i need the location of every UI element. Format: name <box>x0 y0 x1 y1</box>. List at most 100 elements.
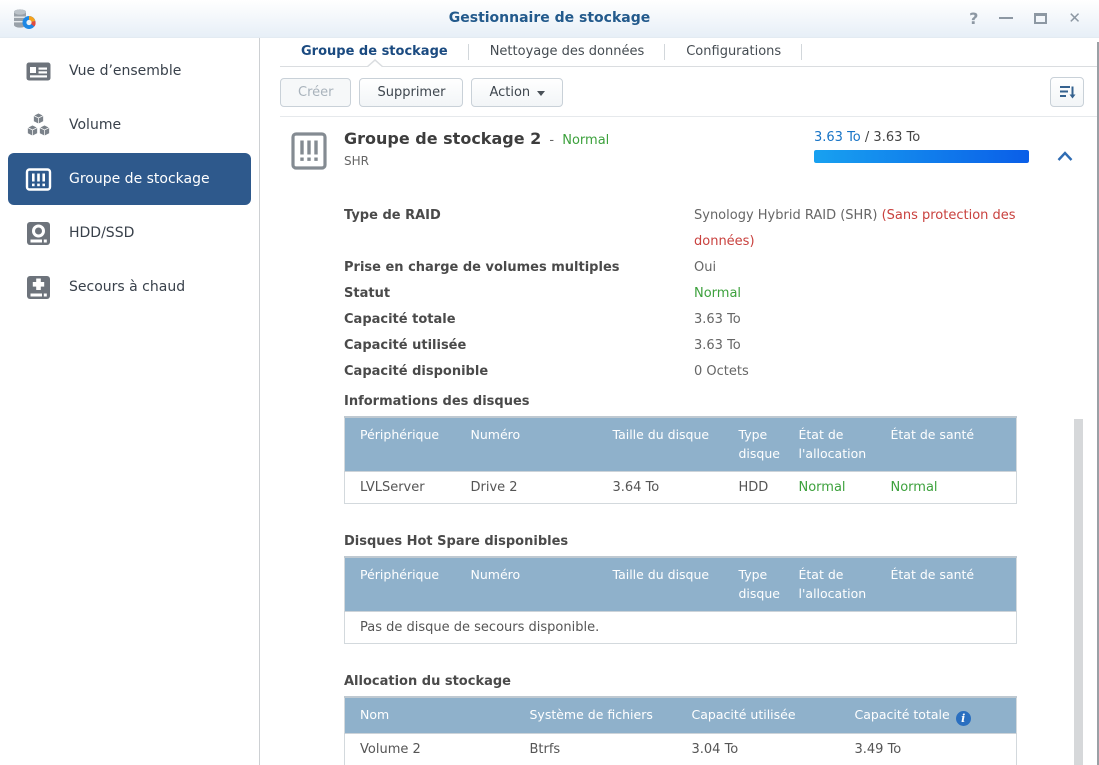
storage-pool-icon <box>25 166 52 193</box>
col-health-status: État de santé <box>882 556 1017 611</box>
detail-label: Statut <box>344 286 391 301</box>
window-right-border <box>1097 42 1099 765</box>
usage-bar <box>814 150 1029 163</box>
storage-pool-large-icon <box>291 131 327 171</box>
col-disk-size: Taille du disque <box>604 556 731 611</box>
usage-bar-fill <box>814 150 1029 163</box>
tab-configurations[interactable]: Configurations <box>665 38 803 66</box>
volume-icon <box>25 112 52 139</box>
table-header-row: Périphérique Numéro Taille du disque Typ… <box>344 556 1017 611</box>
tab-data-scrubbing[interactable]: Nettoyage des données <box>469 38 666 66</box>
sort-button[interactable] <box>1050 77 1084 107</box>
sidebar: Vue d’ensemble <box>0 38 260 765</box>
hot-spare-icon <box>25 274 52 301</box>
usage-separator: / <box>860 130 874 145</box>
pool-title: Groupe de stockage 2 <box>344 129 542 148</box>
info-icon[interactable]: i <box>955 710 971 726</box>
pool-details: Type de RAID Synology Hybrid RAID (SHR) … <box>344 203 1099 385</box>
col-disk-type: Type disque <box>730 417 791 472</box>
tab-bar: Groupe de stockage Nettoyage des données… <box>280 38 1099 68</box>
col-disk-type: Type disque <box>730 556 791 611</box>
cell-filesystem: Btrfs <box>521 732 684 765</box>
detail-row: Statut Normal <box>344 281 1099 307</box>
action-button-label: Action <box>489 85 531 100</box>
vertical-scrollbar[interactable] <box>1074 419 1083 765</box>
col-used-capacity: Capacité utilisée <box>683 696 847 733</box>
detail-value: Synology Hybrid RAID (SHR) (Sans protect… <box>694 203 1066 255</box>
hot-spare-title: Disques Hot Spare disponibles <box>344 533 569 549</box>
detail-row: Capacité totale 3.63 To <box>344 307 1099 333</box>
usage-label: 3.63 To / 3.63 To <box>814 130 1029 145</box>
disk-info-title: Informations des disques <box>344 394 530 409</box>
cell-allocation-status: Normal <box>790 470 883 504</box>
sidebar-item-storage-pool[interactable]: Groupe de stockage <box>8 153 251 205</box>
table-header-row: Nom Système de fichiers Capacité utilisé… <box>344 696 1017 733</box>
allocation-title: Allocation du stockage <box>344 673 511 689</box>
status-value: Normal <box>694 286 742 301</box>
hdd-icon <box>25 220 52 247</box>
detail-value: Oui <box>694 260 717 275</box>
detail-row: Prise en charge de volumes multiples Oui <box>344 255 1099 281</box>
toolbar: Créer Supprimer Action <box>280 67 1099 117</box>
cell-disk-type: HDD <box>730 470 791 504</box>
detail-row: Type de RAID Synology Hybrid RAID (SHR) … <box>344 203 1099 255</box>
col-total-capacity-label: Capacité totale <box>854 706 950 722</box>
col-allocation-status: État de l'allocation <box>790 556 883 611</box>
sidebar-item-label: Secours à chaud <box>69 279 186 295</box>
close-icon[interactable]: ✕ <box>1068 9 1081 27</box>
table-row: Volume 2 Btrfs 3.04 To 3.49 To <box>344 732 1017 765</box>
help-icon[interactable]: ? <box>969 8 979 28</box>
pool-raid-type: SHR <box>344 154 369 168</box>
cell-total-capacity: 3.49 To <box>846 732 1017 765</box>
table-row: Pas de disque de secours disponible. <box>344 610 1017 643</box>
pool-title-separator: - <box>549 133 555 148</box>
create-button[interactable]: Créer <box>280 78 352 107</box>
cell-health-status: Normal <box>882 470 1017 504</box>
empty-message: Pas de disque de secours disponible. <box>344 610 1017 643</box>
sidebar-item-hdd-ssd[interactable]: HDD/SSD <box>8 207 251 259</box>
col-total-capacity: Capacité totale i <box>846 696 1017 733</box>
disk-info-table: Périphérique Numéro Taille du disque Typ… <box>344 416 1017 504</box>
sidebar-item-hot-spare[interactable]: Secours à chaud <box>8 261 251 313</box>
maximize-icon[interactable] <box>1034 8 1048 28</box>
raid-type-value: Synology Hybrid RAID (SHR) <box>694 208 882 223</box>
pool-status-badge: Normal <box>562 133 610 148</box>
storage-pool-panel: Groupe de stockage 2 - Normal SHR 3.63 T… <box>280 117 1099 765</box>
detail-label: Capacité utilisée <box>344 338 467 353</box>
col-device: Périphérique <box>344 556 463 611</box>
detail-label: Type de RAID <box>344 208 441 223</box>
window-title: Gestionnaire de stockage <box>448 10 651 26</box>
sidebar-item-label: HDD/SSD <box>69 225 135 241</box>
collapse-chevron-icon[interactable] <box>1057 151 1073 162</box>
col-disk-size: Taille du disque <box>604 417 731 472</box>
detail-row: Capacité utilisée 3.63 To <box>344 333 1099 359</box>
sort-descending-icon <box>1060 86 1076 99</box>
minimize-icon[interactable] <box>999 8 1014 28</box>
col-filesystem: Système de fichiers <box>521 696 684 733</box>
col-health-status: État de santé <box>882 417 1017 472</box>
usage-block: 3.63 To / 3.63 To <box>814 130 1029 163</box>
detail-value: 0 Octets <box>694 364 749 379</box>
detail-label: Capacité totale <box>344 312 456 327</box>
delete-button[interactable]: Supprimer <box>359 78 464 107</box>
sidebar-item-overview[interactable]: Vue d’ensemble <box>8 45 251 97</box>
table-header-row: Périphérique Numéro Taille du disque Typ… <box>344 417 1017 472</box>
chevron-down-icon <box>537 91 546 96</box>
titlebar: Gestionnaire de stockage ? ✕ <box>0 0 1099 38</box>
detail-label: Prise en charge de volumes multiples <box>344 260 620 275</box>
hot-spare-table: Périphérique Numéro Taille du disque Typ… <box>344 555 1017 644</box>
action-button[interactable]: Action <box>471 78 564 107</box>
col-name: Nom <box>344 696 522 733</box>
tab-storage-pool[interactable]: Groupe de stockage <box>280 38 469 66</box>
table-row: LVLServer Drive 2 3.64 To HDD Normal Nor… <box>344 470 1017 504</box>
usage-total-value: 3.63 To <box>873 130 921 145</box>
overview-icon <box>25 58 52 85</box>
sidebar-item-label: Volume <box>69 117 122 133</box>
window-controls: ? ✕ <box>969 8 1081 28</box>
cell-name: Volume 2 <box>344 732 522 765</box>
cell-disk-size: 3.64 To <box>604 470 731 504</box>
col-number: Numéro <box>462 556 605 611</box>
pool-header: Groupe de stockage 2 - Normal SHR 3.63 T… <box>280 129 1099 187</box>
col-number: Numéro <box>462 417 605 472</box>
sidebar-item-volume[interactable]: Volume <box>8 99 251 151</box>
